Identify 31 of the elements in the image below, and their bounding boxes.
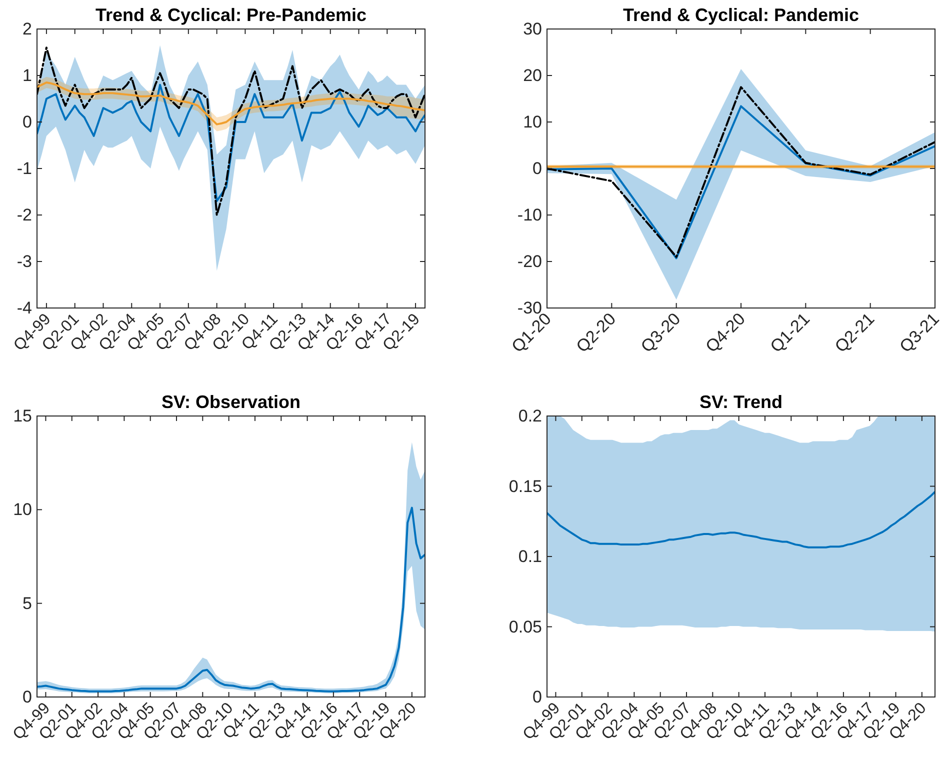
- y-tick-label: 0.05: [508, 617, 542, 636]
- y-tick-label: 0: [22, 688, 32, 706]
- line-series: [37, 84, 425, 202]
- y-tick-label: 30: [523, 20, 542, 38]
- y-tick-label: 0.15: [508, 476, 542, 496]
- chart-title: Trend & Cyclical: Pre-Pandemic: [95, 5, 367, 25]
- line-series: [37, 81, 425, 126]
- y-tick-label: -10: [517, 206, 542, 224]
- y-tick-label: 5: [22, 594, 32, 613]
- line-series: [547, 490, 935, 548]
- y-tick-label: 1: [22, 66, 32, 85]
- chart-title: SV: Trend: [699, 392, 783, 412]
- line-series: [37, 506, 425, 692]
- y-tick-label: -20: [517, 252, 542, 271]
- chart-title: SV: Observation: [161, 392, 301, 412]
- y-tick-label: 10: [13, 500, 32, 520]
- y-tick-label: -2: [16, 206, 32, 224]
- y-tick-label: 15: [13, 406, 32, 426]
- y-tick-label: 0.1: [518, 547, 542, 566]
- y-tick-label: 0: [22, 112, 32, 132]
- y-tick-label: 0.2: [518, 406, 542, 426]
- y-tick-label: -3: [16, 252, 32, 271]
- y-tick-label: 0: [532, 159, 542, 178]
- y-tick-label: 10: [523, 112, 542, 132]
- y-tick-label: -4: [16, 298, 32, 318]
- y-tick-label: 0: [532, 688, 542, 706]
- line-series: [37, 46, 425, 216]
- chart-title: Trend & Cyclical: Pandemic: [622, 5, 860, 25]
- y-tick-label: 20: [523, 66, 542, 85]
- y-tick-label: -1: [16, 159, 32, 178]
- y-tick-label: 2: [22, 20, 32, 38]
